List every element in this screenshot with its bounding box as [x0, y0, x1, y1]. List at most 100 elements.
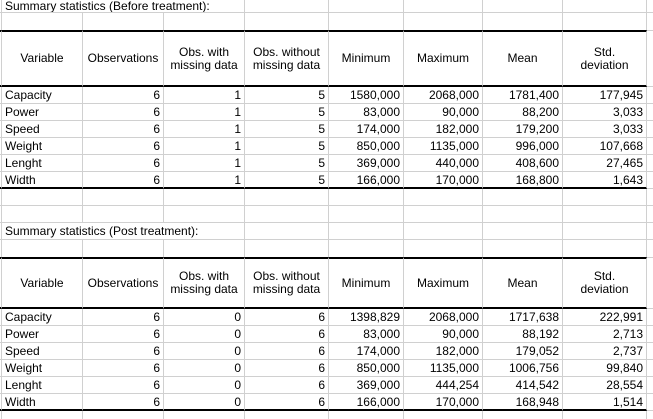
cell-maximum[interactable]: 1135,000	[404, 360, 483, 377]
cell-std-deviation[interactable]: 99,840	[563, 360, 647, 377]
cell-mean[interactable]: 179,200	[483, 121, 563, 138]
cell-obs-without-missing[interactable]: 6	[245, 394, 329, 411]
col-header-maximum[interactable]: Maximum	[404, 257, 483, 309]
col-header-obs-without-missing[interactable]: Obs. without missing data	[245, 257, 329, 309]
cell-minimum[interactable]: 369,000	[329, 377, 404, 394]
col-header-maximum[interactable]: Maximum	[404, 30, 483, 87]
cell-obs-without-missing[interactable]: 5	[245, 87, 329, 104]
cell-minimum[interactable]: 850,000	[329, 360, 404, 377]
row-label-cell[interactable]: Speed	[2, 121, 83, 138]
cell-observations[interactable]: 6	[83, 309, 164, 326]
cell-minimum[interactable]: 1580,000	[329, 87, 404, 104]
cell-obs-without-missing[interactable]: 5	[245, 121, 329, 138]
cell-mean[interactable]: 168,800	[483, 172, 563, 189]
cell-maximum[interactable]: 182,000	[404, 343, 483, 360]
table-title-post[interactable]: Summary statistics (Post treatment):	[2, 223, 245, 240]
cell-minimum[interactable]: 1398,829	[329, 309, 404, 326]
cell-std-deviation[interactable]: 28,554	[563, 377, 647, 394]
row-label-cell[interactable]: Power	[2, 326, 83, 343]
cell-minimum[interactable]: 174,000	[329, 343, 404, 360]
cell-observations[interactable]: 6	[83, 343, 164, 360]
cell-maximum[interactable]: 2068,000	[404, 87, 483, 104]
col-header-obs-with-missing[interactable]: Obs. with missing data	[164, 30, 245, 87]
cell-obs-with-missing[interactable]: 0	[164, 343, 245, 360]
cell-std-deviation[interactable]: 1,643	[563, 172, 647, 189]
cell-mean[interactable]: 88,192	[483, 326, 563, 343]
cell-obs-with-missing[interactable]: 0	[164, 377, 245, 394]
col-header-mean[interactable]: Mean	[483, 30, 563, 87]
table-title-before[interactable]: Summary statistics (Before treatment):	[2, 0, 245, 13]
cell-minimum[interactable]: 166,000	[329, 394, 404, 411]
row-label-cell[interactable]: Weight	[2, 360, 83, 377]
cell-mean[interactable]: 1717,638	[483, 309, 563, 326]
cell-obs-with-missing[interactable]: 0	[164, 309, 245, 326]
cell-observations[interactable]: 6	[83, 172, 164, 189]
cell-maximum[interactable]: 1135,000	[404, 138, 483, 155]
cell-obs-without-missing[interactable]: 6	[245, 309, 329, 326]
cell-observations[interactable]: 6	[83, 377, 164, 394]
cell-minimum[interactable]: 166,000	[329, 172, 404, 189]
row-label-cell[interactable]: Capacity	[2, 309, 83, 326]
cell-mean[interactable]: 408,600	[483, 155, 563, 172]
cell-maximum[interactable]: 170,000	[404, 172, 483, 189]
col-header-minimum[interactable]: Minimum	[329, 30, 404, 87]
cell-maximum[interactable]: 90,000	[404, 326, 483, 343]
cell-obs-without-missing[interactable]: 6	[245, 360, 329, 377]
row-label-cell[interactable]: Lenght	[2, 377, 83, 394]
col-header-variable[interactable]: Variable	[2, 30, 83, 87]
cell-std-deviation[interactable]: 2,713	[563, 326, 647, 343]
cell-observations[interactable]: 6	[83, 360, 164, 377]
cell-observations[interactable]: 6	[83, 104, 164, 121]
col-header-variable[interactable]: Variable	[2, 257, 83, 309]
row-label-cell[interactable]: Power	[2, 104, 83, 121]
cell-obs-without-missing[interactable]: 6	[245, 326, 329, 343]
row-label-cell[interactable]: Weight	[2, 138, 83, 155]
cell-obs-without-missing[interactable]: 6	[245, 377, 329, 394]
cell-maximum[interactable]: 182,000	[404, 121, 483, 138]
row-label-cell[interactable]: Width	[2, 172, 83, 189]
cell-mean[interactable]: 996,000	[483, 138, 563, 155]
cell-obs-with-missing[interactable]: 1	[164, 155, 245, 172]
col-header-minimum[interactable]: Minimum	[329, 257, 404, 309]
cell-std-deviation[interactable]: 1,514	[563, 394, 647, 411]
cell-obs-with-missing[interactable]: 0	[164, 394, 245, 411]
cell-obs-with-missing[interactable]: 1	[164, 121, 245, 138]
cell-obs-without-missing[interactable]: 6	[245, 343, 329, 360]
cell-obs-without-missing[interactable]: 5	[245, 172, 329, 189]
cell-observations[interactable]: 6	[83, 155, 164, 172]
cell-minimum[interactable]: 83,000	[329, 326, 404, 343]
cell-mean[interactable]: 1006,756	[483, 360, 563, 377]
cell-std-deviation[interactable]: 3,033	[563, 121, 647, 138]
col-header-observations[interactable]: Observations	[83, 30, 164, 87]
col-header-obs-without-missing[interactable]: Obs. without missing data	[245, 30, 329, 87]
cell-minimum[interactable]: 83,000	[329, 104, 404, 121]
row-label-cell[interactable]: Width	[2, 394, 83, 411]
cell-obs-without-missing[interactable]: 5	[245, 104, 329, 121]
row-label-cell[interactable]: Speed	[2, 343, 83, 360]
cell-std-deviation[interactable]: 2,737	[563, 343, 647, 360]
col-header-obs-with-missing[interactable]: Obs. with missing data	[164, 257, 245, 309]
cell-observations[interactable]: 6	[83, 326, 164, 343]
cell-obs-with-missing[interactable]: 0	[164, 360, 245, 377]
col-header-mean[interactable]: Mean	[483, 257, 563, 309]
cell-std-deviation[interactable]: 222,991	[563, 309, 647, 326]
cell-minimum[interactable]: 174,000	[329, 121, 404, 138]
cell-std-deviation[interactable]: 177,945	[563, 87, 647, 104]
cell-mean[interactable]: 88,200	[483, 104, 563, 121]
cell-obs-with-missing[interactable]: 1	[164, 172, 245, 189]
cell-mean[interactable]: 168,948	[483, 394, 563, 411]
col-header-std-deviation[interactable]: Std. deviation	[563, 257, 647, 309]
row-label-cell[interactable]: Capacity	[2, 87, 83, 104]
cell-obs-without-missing[interactable]: 5	[245, 155, 329, 172]
cell-maximum[interactable]: 444,254	[404, 377, 483, 394]
cell-std-deviation[interactable]: 107,668	[563, 138, 647, 155]
cell-obs-without-missing[interactable]: 5	[245, 138, 329, 155]
cell-mean[interactable]: 179,052	[483, 343, 563, 360]
cell-observations[interactable]: 6	[83, 394, 164, 411]
cell-obs-with-missing[interactable]: 1	[164, 104, 245, 121]
cell-maximum[interactable]: 170,000	[404, 394, 483, 411]
cell-obs-with-missing[interactable]: 1	[164, 138, 245, 155]
cell-std-deviation[interactable]: 27,465	[563, 155, 647, 172]
cell-observations[interactable]: 6	[83, 138, 164, 155]
cell-observations[interactable]: 6	[83, 121, 164, 138]
